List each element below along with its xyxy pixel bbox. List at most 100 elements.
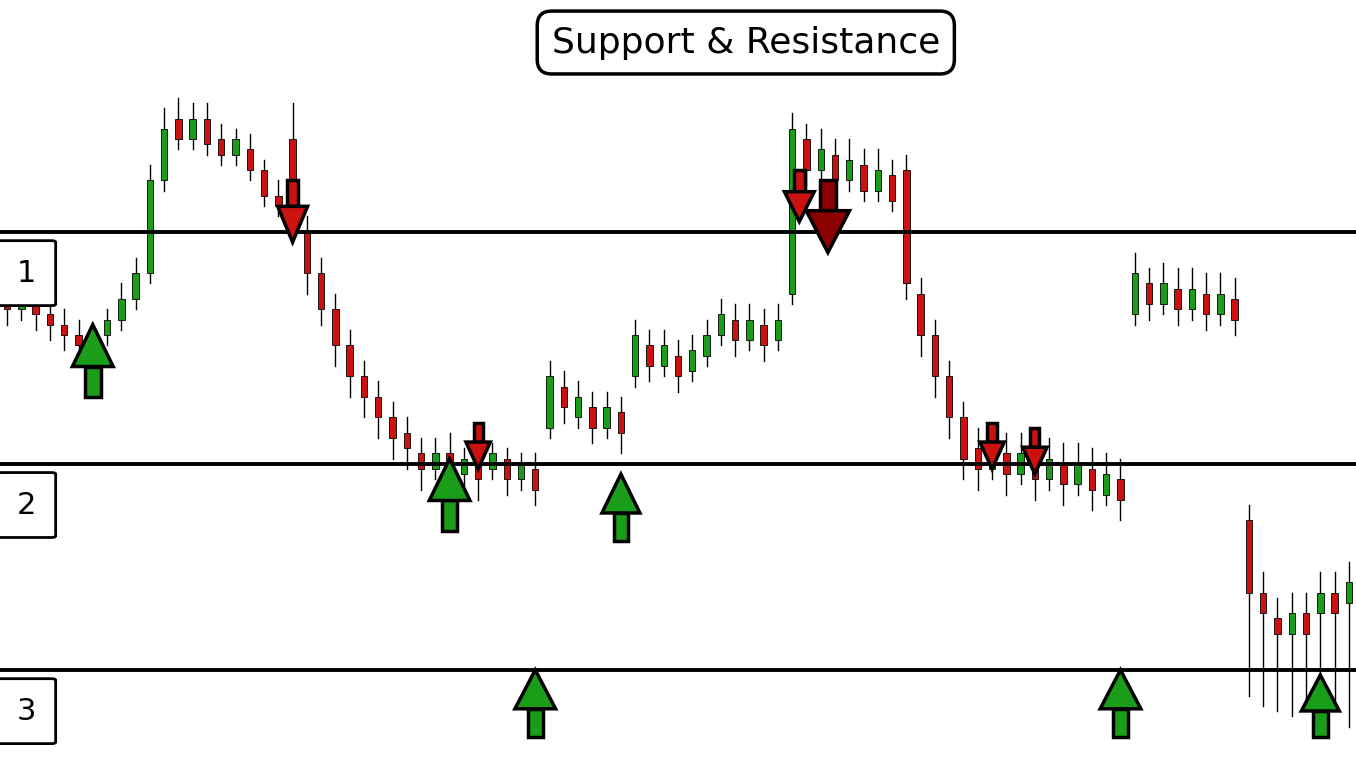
Bar	[704, 335, 709, 356]
Bar	[203, 118, 210, 145]
Bar	[146, 180, 153, 273]
Bar	[1260, 593, 1267, 613]
Bar	[518, 464, 525, 479]
Bar	[247, 149, 254, 170]
Bar	[1275, 618, 1280, 634]
Bar	[975, 448, 980, 469]
Bar	[575, 397, 582, 417]
Text: 1: 1	[16, 259, 37, 288]
Bar	[275, 196, 282, 206]
Bar	[717, 315, 724, 335]
Bar	[490, 454, 496, 469]
Bar	[446, 454, 453, 474]
Bar	[546, 376, 553, 427]
Polygon shape	[807, 211, 850, 253]
FancyBboxPatch shape	[0, 472, 56, 537]
Bar	[475, 458, 481, 479]
Bar	[4, 294, 11, 309]
Polygon shape	[784, 192, 814, 222]
Bar	[818, 149, 824, 170]
Bar	[104, 319, 110, 335]
Bar	[76, 335, 81, 346]
Bar	[1161, 284, 1166, 304]
Bar	[473, 423, 483, 442]
Bar	[85, 366, 100, 397]
Bar	[376, 397, 381, 417]
Bar	[932, 335, 938, 376]
Bar	[532, 469, 538, 489]
Bar	[987, 423, 997, 442]
Bar	[1060, 464, 1067, 485]
Bar	[18, 299, 24, 309]
Bar	[1332, 593, 1338, 613]
Bar	[1146, 284, 1153, 304]
Bar	[46, 315, 53, 325]
Bar	[33, 299, 39, 315]
Bar	[618, 412, 624, 433]
FancyBboxPatch shape	[0, 679, 56, 744]
Bar	[1113, 709, 1128, 737]
Text: 2: 2	[16, 491, 37, 519]
Bar	[774, 319, 781, 340]
Bar	[287, 180, 298, 206]
Bar	[831, 155, 838, 180]
Bar	[960, 417, 967, 458]
Bar	[1102, 474, 1109, 495]
Polygon shape	[466, 442, 491, 469]
Bar	[789, 129, 796, 294]
Bar	[347, 346, 353, 376]
Bar	[1189, 288, 1195, 309]
Bar	[389, 417, 396, 438]
Bar	[175, 118, 182, 139]
Bar	[803, 139, 810, 170]
Bar	[218, 139, 225, 155]
Bar	[903, 170, 910, 284]
Bar	[918, 294, 923, 335]
Bar	[1174, 288, 1181, 309]
Bar	[660, 346, 667, 366]
Bar	[1345, 582, 1352, 603]
Bar	[289, 139, 296, 206]
Bar	[846, 160, 853, 180]
Bar	[632, 335, 639, 376]
Polygon shape	[602, 474, 640, 513]
Polygon shape	[515, 670, 556, 709]
Bar	[433, 454, 438, 469]
Bar	[190, 118, 195, 139]
Polygon shape	[72, 325, 113, 366]
Bar	[503, 458, 510, 479]
Bar	[689, 350, 696, 371]
Bar	[461, 458, 466, 474]
Bar	[1031, 427, 1040, 448]
Bar	[989, 448, 995, 469]
Bar	[1032, 458, 1039, 479]
Bar	[1131, 273, 1138, 315]
Polygon shape	[430, 458, 471, 500]
Bar	[860, 165, 866, 191]
Bar	[317, 273, 324, 309]
Bar	[260, 170, 267, 196]
Bar	[89, 335, 96, 346]
Bar	[1303, 613, 1310, 634]
FancyBboxPatch shape	[0, 240, 56, 305]
Bar	[819, 180, 837, 211]
Bar	[761, 325, 767, 346]
Bar	[1045, 458, 1052, 479]
Bar	[946, 376, 952, 417]
Bar	[161, 129, 167, 180]
Bar	[589, 407, 595, 427]
Bar	[1074, 464, 1081, 485]
Bar	[1089, 469, 1096, 489]
Bar	[404, 433, 410, 448]
Bar	[418, 454, 424, 469]
Bar	[647, 346, 652, 366]
Bar	[442, 500, 457, 531]
Polygon shape	[278, 206, 308, 242]
Bar	[1313, 711, 1328, 737]
Text: 3: 3	[16, 696, 37, 726]
Bar	[1246, 520, 1252, 593]
Bar	[732, 319, 738, 340]
Bar	[133, 273, 138, 299]
Text: Support & Resistance: Support & Resistance	[552, 26, 940, 60]
Bar	[1117, 479, 1124, 500]
